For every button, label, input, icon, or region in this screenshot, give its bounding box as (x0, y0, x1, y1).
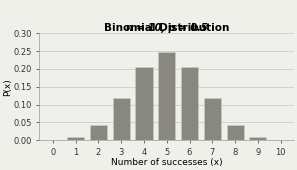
Bar (158, 52, 175, 140)
Bar (249, 137, 266, 140)
Bar (204, 98, 221, 140)
Bar (181, 67, 198, 140)
Bar (90, 124, 107, 140)
Bar (227, 124, 244, 140)
Bar (135, 67, 153, 140)
Y-axis label: P(x): P(x) (3, 78, 12, 96)
Bar (67, 137, 84, 140)
Text: n = 10, p = 0.5: n = 10, p = 0.5 (126, 23, 208, 33)
Bar (113, 98, 130, 140)
X-axis label: Number of successes (x): Number of successes (x) (111, 158, 222, 167)
Title: Binomial Distribution: Binomial Distribution (104, 23, 230, 33)
